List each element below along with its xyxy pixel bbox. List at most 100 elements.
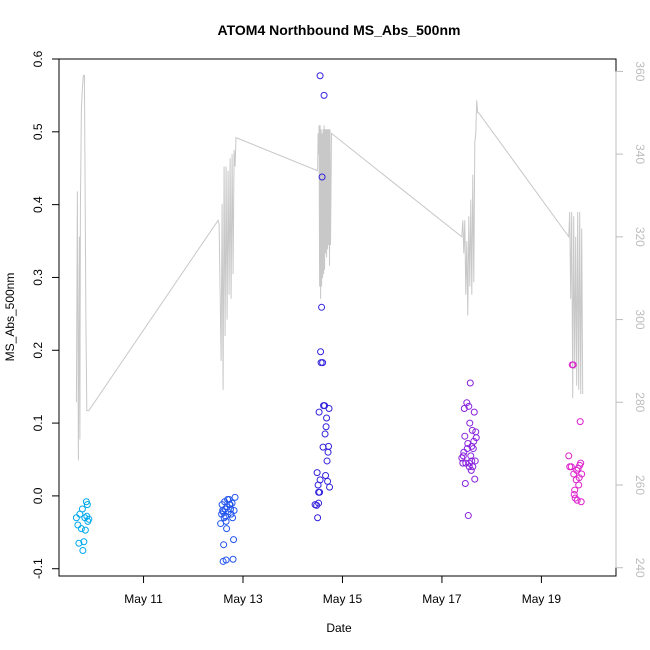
y2-tick-label: 280 — [633, 392, 647, 412]
data-point — [570, 490, 578, 498]
data-point — [465, 402, 473, 410]
data-point — [464, 512, 472, 520]
data-point — [466, 419, 474, 427]
data-point — [223, 525, 231, 533]
data-point — [81, 526, 89, 534]
y2-tick-label: 300 — [633, 310, 647, 330]
data-point — [323, 414, 331, 422]
data-point — [220, 541, 228, 549]
y-tick-label: -0.1 — [31, 558, 45, 579]
data-point — [77, 525, 85, 533]
data-point — [83, 501, 91, 509]
data-point — [230, 536, 238, 544]
data-point — [231, 493, 239, 501]
x-axis: May 11 May 13 May 15 May 17 May 19 — [124, 575, 562, 606]
data-point — [466, 379, 474, 387]
x-tick-label: May 19 — [522, 592, 562, 606]
data-point — [576, 418, 584, 426]
data-point — [224, 496, 232, 504]
data-point — [316, 72, 324, 80]
y-tick-label: 0.3 — [31, 269, 45, 286]
data-point — [322, 423, 330, 431]
data-point — [459, 452, 467, 460]
data-point — [325, 405, 333, 413]
data-point — [567, 463, 575, 471]
data-point — [74, 521, 82, 529]
data-point — [230, 506, 238, 514]
y2-tick-label: 260 — [633, 475, 647, 495]
data-point — [316, 488, 324, 496]
data-point — [460, 448, 468, 456]
data-point — [82, 498, 90, 506]
x-tick-label: May 11 — [124, 592, 163, 606]
data-point — [576, 461, 584, 469]
x-tick-label: May 13 — [223, 592, 263, 606]
y-tick-label: 0.5 — [31, 123, 45, 140]
data-point — [325, 442, 333, 450]
data-point — [461, 480, 469, 488]
y-axis-left: -0.1 0.0 0.1 0.2 0.3 0.4 0.5 0.6 — [31, 50, 60, 579]
data-point — [569, 361, 577, 369]
y-tick-label: 0.2 — [31, 342, 45, 359]
y2-tick-label: 240 — [633, 558, 647, 578]
data-point — [75, 539, 83, 547]
data-point — [320, 91, 328, 99]
data-point — [317, 348, 325, 356]
data-point — [571, 494, 579, 502]
y2-tick-label: 360 — [633, 61, 647, 81]
data-point — [79, 547, 87, 555]
data-point — [463, 399, 471, 407]
data-point — [314, 514, 322, 522]
data-point — [470, 408, 478, 416]
data-point — [467, 452, 475, 460]
data-point — [315, 499, 323, 507]
data-point — [578, 470, 586, 478]
x-tick-label: May 15 — [323, 592, 363, 606]
y-tick-label: 0.4 — [31, 196, 45, 213]
y-tick-label: 0.6 — [31, 50, 45, 67]
data-point — [571, 486, 579, 494]
y-tick-label: 0.0 — [31, 487, 45, 504]
data-point — [575, 481, 583, 489]
data-point — [319, 359, 327, 367]
data-point — [577, 498, 585, 506]
data-point — [468, 426, 476, 434]
y-axis-label: MS_Abs_500nm — [3, 273, 17, 362]
data-point — [85, 515, 93, 523]
data-point — [229, 514, 237, 522]
data-point — [462, 459, 470, 467]
data-point — [465, 459, 473, 467]
data-point — [318, 303, 326, 311]
data-point — [313, 501, 321, 509]
data-point — [318, 173, 326, 181]
data-point — [326, 483, 334, 491]
data-point — [469, 463, 477, 471]
data-point — [471, 475, 479, 483]
right-axis-series-line — [75, 75, 584, 461]
y2-tick-label: 340 — [633, 144, 647, 164]
data-point — [468, 442, 476, 450]
data-point — [222, 556, 230, 564]
data-point — [323, 457, 331, 465]
line-layer — [75, 75, 584, 461]
data-point — [565, 452, 573, 460]
data-point — [467, 466, 475, 474]
data-point — [471, 457, 479, 465]
data-point — [461, 432, 469, 440]
y-tick-label: 0.1 — [31, 414, 45, 431]
y2-tick-label: 320 — [633, 227, 647, 247]
data-point — [72, 514, 80, 522]
data-point — [315, 408, 323, 416]
data-point — [313, 469, 321, 477]
data-point — [472, 434, 480, 442]
data-point — [219, 508, 227, 516]
data-point — [573, 496, 581, 504]
chart-title: ATOM4 Northbound MS_Abs_500nm — [218, 22, 461, 38]
points-layer — [72, 72, 586, 565]
x-tick-label: May 17 — [422, 592, 462, 606]
data-point — [222, 517, 230, 525]
data-point — [573, 466, 581, 474]
data-point — [316, 476, 324, 484]
